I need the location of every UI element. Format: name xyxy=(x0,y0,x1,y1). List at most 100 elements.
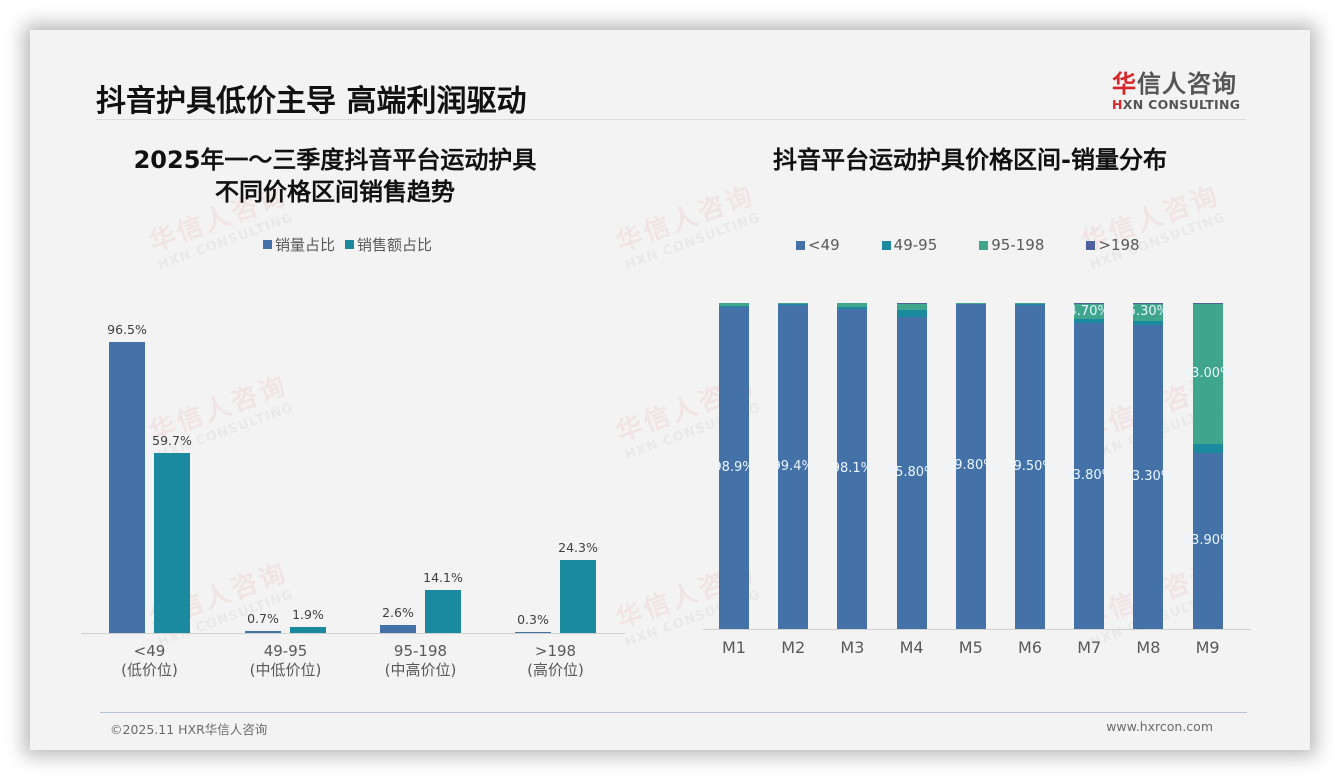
stacked-segment-1 xyxy=(837,307,868,310)
watermark-cn: 华信人咨询 xyxy=(612,180,760,259)
legend-swatch-icon xyxy=(345,240,355,249)
legend-label: 销量占比 xyxy=(275,236,336,254)
segment-value-label: 99.50% xyxy=(1005,458,1055,474)
segment-value-label: 53.90% xyxy=(1182,533,1233,549)
stacked-segment-0 xyxy=(955,303,986,629)
legend-swatch-icon xyxy=(796,240,805,250)
month-label: M8 xyxy=(1136,638,1161,657)
month-label: M4 xyxy=(899,638,924,657)
left-chart-title: 2025年一～三季度抖音平台运动护具 不同价格区间销售趋势 xyxy=(90,144,580,208)
segment-value-label: 93.30% xyxy=(1123,468,1174,484)
footer-website[interactable]: www.hxrcon.com xyxy=(1106,719,1213,734)
category-range: >198 xyxy=(534,642,577,660)
right-chart-legend: <49 49-95 95-198 >198 xyxy=(796,236,1140,254)
stacked-segment-0 xyxy=(1192,453,1223,629)
stacked-segment-2 xyxy=(1133,303,1164,321)
stacked-segment-3 xyxy=(896,303,927,304)
left-chart-title-line1: 2025年一～三季度抖音平台运动护具 xyxy=(133,146,537,174)
stacked-segment-2 xyxy=(1192,303,1223,445)
bar-sales xyxy=(154,452,190,633)
category-range: 49-95 xyxy=(263,642,308,660)
bar-value-label: 24.3% xyxy=(558,539,598,555)
stacked-segment-2 xyxy=(719,303,749,306)
stacked-segment-3 xyxy=(1074,303,1105,304)
category-range: <49 xyxy=(133,642,166,660)
logo-cn-red: 华 xyxy=(1112,70,1137,98)
stacked-segment-2 xyxy=(778,303,809,304)
left-chart-legend: 销量占比 销售额占比 xyxy=(263,234,432,255)
company-logo: 华信人咨询 HXN CONSULTING xyxy=(1112,64,1252,112)
stacked-segment-2 xyxy=(1015,303,1045,305)
bar-sales xyxy=(425,590,461,633)
month-label: M5 xyxy=(958,638,983,657)
bar-value-label: 2.6% xyxy=(382,605,414,621)
legend-label: 95-198 xyxy=(991,236,1045,254)
bar-volume xyxy=(515,631,551,633)
legend-swatch-icon xyxy=(1086,240,1096,250)
legend-item: 95-198 xyxy=(979,236,1044,254)
legend-label: 49-95 xyxy=(893,236,938,254)
legend-label: <49 xyxy=(808,236,840,254)
stacked-segment-1 xyxy=(1133,320,1164,325)
bar-value-label: 59.7% xyxy=(152,432,192,448)
page-title: 抖音护具低价主导 高端利润驱动 xyxy=(96,84,527,119)
segment-value-label: 99.80% xyxy=(946,458,996,474)
bar-value-label: 96.5% xyxy=(107,322,147,337)
category-label: <49 (低价位) xyxy=(90,642,210,680)
stacked-segment-0 xyxy=(837,309,868,629)
stacked-segment-0 xyxy=(719,306,749,629)
month-label: M2 xyxy=(781,638,806,657)
segment-value-label: 4.70% xyxy=(1068,303,1110,319)
month-label: M6 xyxy=(1018,638,1042,657)
stacked-segment-1 xyxy=(719,305,749,307)
left-chart-title-line2: 不同价格区间销售趋势 xyxy=(215,178,455,206)
logo-en: HXN CONSULTING xyxy=(1112,97,1252,112)
legend-item: 销售额占比 xyxy=(345,234,432,255)
bar-value-label: 0.3% xyxy=(517,611,549,627)
segment-value-label: 98.9% xyxy=(713,459,755,475)
legend-item: >198 xyxy=(1086,236,1140,254)
stacked-segment-1 xyxy=(1074,319,1105,324)
stacked-segment-3 xyxy=(1133,303,1164,304)
stacked-segment-0 xyxy=(1133,324,1164,629)
legend-swatch-icon xyxy=(979,240,989,250)
month-label: M1 xyxy=(722,638,746,657)
legend-item: 销量占比 xyxy=(263,234,335,255)
stacked-segment-2 xyxy=(896,303,927,311)
title-divider xyxy=(96,119,1246,120)
logo-en-red: H xyxy=(1112,97,1123,112)
category-tier: (高价位) xyxy=(527,661,584,679)
category-tier: (低价位) xyxy=(121,661,178,679)
footer-copyright: ©2025.11 HXR华信人咨询 xyxy=(110,722,268,737)
stacked-segment-1 xyxy=(896,310,927,317)
month-label: M3 xyxy=(840,638,865,657)
legend-label: >198 xyxy=(1098,236,1140,254)
stacked-segment-1 xyxy=(1192,444,1223,454)
legend-item: <49 xyxy=(796,236,840,254)
bar-value-label: 14.1% xyxy=(423,570,463,586)
month-label: M9 xyxy=(1195,638,1220,657)
right-chart-x-axis xyxy=(703,629,1251,630)
category-label: 95-198 (中高价位) xyxy=(361,642,481,680)
logo-en-rest: XN CONSULTING xyxy=(1122,97,1241,112)
segment-value-label: 95.80% xyxy=(886,464,937,480)
legend-swatch-icon xyxy=(881,240,891,250)
bar-volume xyxy=(245,630,281,633)
right-chart-title: 抖音平台运动护具价格区间-销量分布 xyxy=(773,146,1167,174)
segment-value-label: 99.4% xyxy=(772,458,814,474)
bar-volume xyxy=(380,625,416,633)
category-range: 95-198 xyxy=(393,642,448,660)
stacked-segment-0 xyxy=(896,316,927,629)
footer-divider xyxy=(100,712,1247,713)
slide: 抖音护具低价主导 高端利润驱动 华信人咨询 HXN CONSULTING 华信人… xyxy=(30,30,1310,750)
legend-label: 销售额占比 xyxy=(357,236,433,254)
bar-value-label: 1.9% xyxy=(292,607,324,623)
stacked-segment-3 xyxy=(1192,303,1223,304)
stacked-segment-1 xyxy=(778,303,809,305)
segment-value-label: 98.1% xyxy=(831,461,874,477)
legend-swatch-icon xyxy=(263,240,272,249)
logo-cn-rest: 信人咨询 xyxy=(1137,70,1237,98)
